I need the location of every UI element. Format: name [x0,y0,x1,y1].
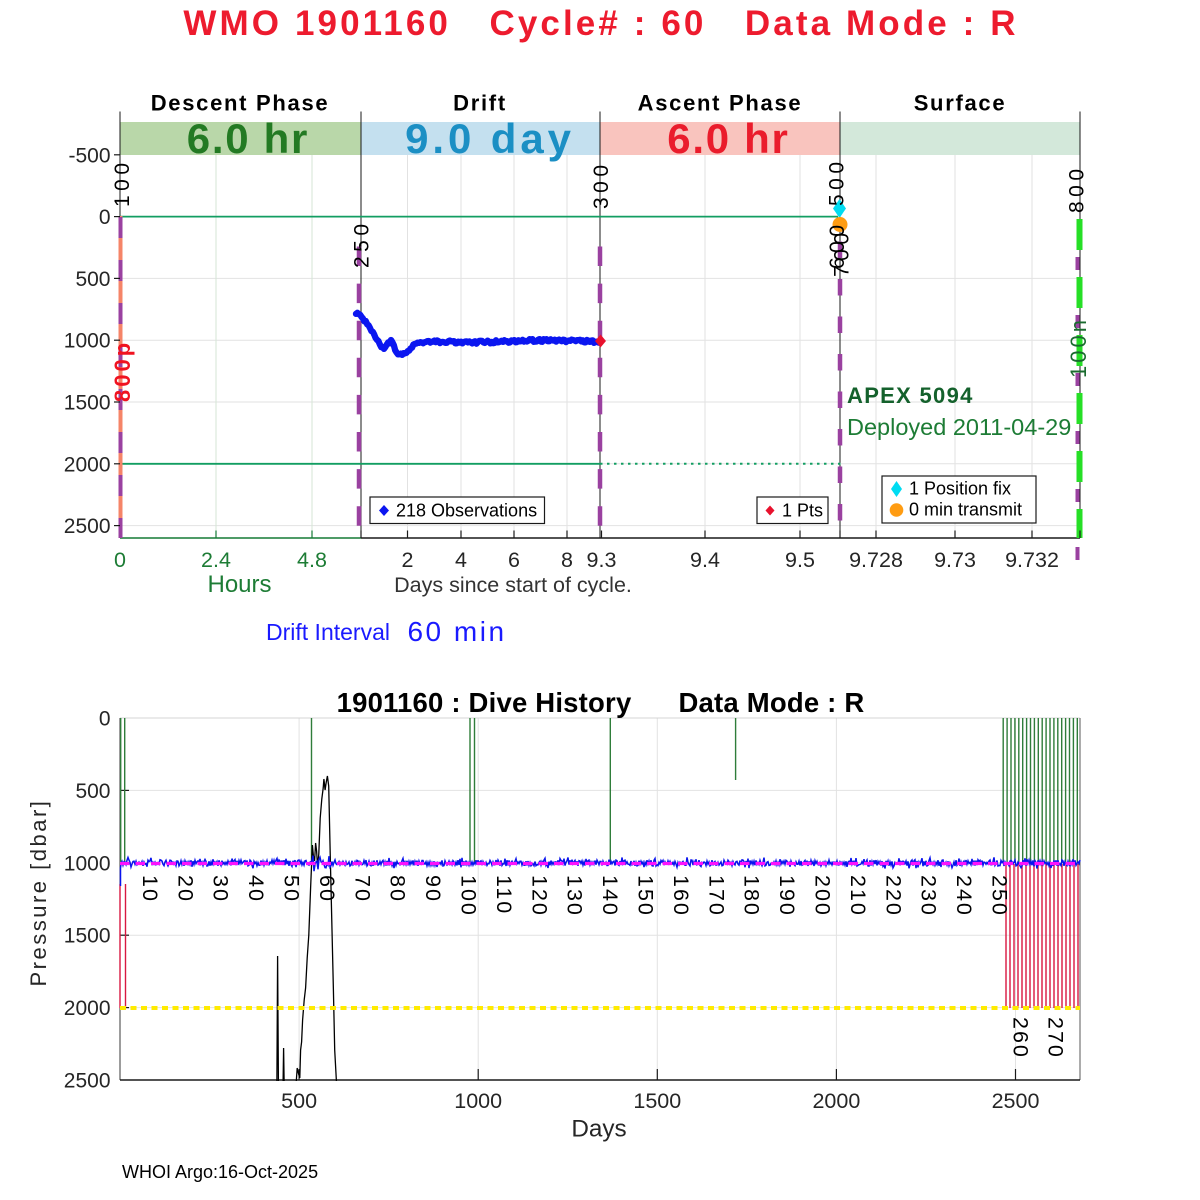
svg-text:1500: 1500 [64,392,111,415]
svg-text:600: 600 [826,220,849,269]
svg-text:2000: 2000 [64,997,111,1020]
svg-text:50: 50 [280,875,304,903]
svg-text:20: 20 [173,875,197,903]
svg-text:0 min transmit: 0 min transmit [909,500,1022,520]
svg-text:170: 170 [704,875,728,917]
svg-text:60: 60 [315,875,339,903]
svg-text:100: 100 [457,875,481,917]
svg-text:800: 800 [1066,164,1089,213]
svg-text:140: 140 [598,875,622,917]
svg-text:2500: 2500 [64,1070,111,1093]
svg-text:APEX 5094: APEX 5094 [847,383,974,408]
svg-text:Hours: Hours [207,571,271,598]
svg-text:210: 210 [846,875,870,917]
svg-text:2000: 2000 [64,453,111,476]
svg-text:700: 700 [831,228,854,277]
svg-text:1901160 : Dive History Da: 1901160 : Dive History Data Mode : R [337,687,865,718]
svg-text:70: 70 [350,875,374,903]
svg-text:Drift Interval: Drift Interval [266,619,390,645]
svg-text:Ascent Phase: Ascent Phase [638,91,803,116]
svg-text:9.0 day: 9.0 day [405,115,575,162]
svg-text:230: 230 [917,875,941,917]
svg-text:500: 500 [75,780,110,803]
svg-text:190: 190 [775,875,799,917]
svg-text:1 Position fix: 1 Position fix [909,479,1011,499]
svg-text:30: 30 [209,875,233,903]
svg-text:0: 0 [99,206,111,229]
svg-text:2500: 2500 [64,515,111,538]
svg-text:-500: -500 [68,144,110,167]
svg-text:800p: 800p [110,340,135,402]
svg-text:9.4: 9.4 [690,548,720,572]
svg-text:100: 100 [111,158,134,207]
svg-text:120: 120 [527,875,551,917]
svg-text:Deployed 2011-04-29: Deployed 2011-04-29 [847,414,1071,440]
svg-text:Pressure [dbar]: Pressure [dbar] [26,799,51,987]
svg-text:9.728: 9.728 [849,548,903,572]
svg-text:9.5: 9.5 [785,548,815,572]
svg-text:10: 10 [138,875,162,903]
svg-text:2500: 2500 [992,1089,1040,1113]
svg-text:250: 250 [351,219,374,268]
svg-text:150: 150 [634,875,658,917]
svg-text:0: 0 [114,548,126,572]
svg-text:0: 0 [99,708,111,731]
svg-text:250: 250 [988,875,1012,917]
svg-text:270: 270 [1043,1017,1067,1059]
svg-text:2000: 2000 [812,1089,860,1113]
svg-text:220: 220 [881,875,905,917]
svg-text:Drift: Drift [453,91,507,116]
svg-text:1500: 1500 [64,925,111,948]
svg-text:1000: 1000 [64,852,111,875]
svg-text:1000: 1000 [454,1089,502,1113]
svg-text:500: 500 [281,1089,317,1113]
svg-text:130: 130 [563,875,587,917]
svg-text:9.3: 9.3 [587,548,617,572]
svg-text:200: 200 [811,875,835,917]
svg-text:Descent Phase: Descent Phase [151,91,330,116]
svg-text:9.732: 9.732 [1005,548,1059,572]
svg-text:9.73: 9.73 [934,548,976,572]
svg-text:218 Observations: 218 Observations [396,501,537,521]
svg-text:2.4: 2.4 [201,548,231,572]
svg-text:100n: 100n [1066,317,1091,378]
svg-text:60 min: 60 min [407,616,506,647]
svg-text:Surface: Surface [914,91,1007,116]
svg-text:80: 80 [386,875,410,903]
svg-text:40: 40 [244,875,268,903]
svg-text:6.0 hr: 6.0 hr [187,115,309,162]
svg-text:1500: 1500 [633,1089,681,1113]
svg-text:WHOI Argo:16-Oct-2025: WHOI Argo:16-Oct-2025 [122,1162,318,1182]
svg-text:8: 8 [561,548,573,572]
svg-text:110: 110 [492,875,516,915]
svg-text:4.8: 4.8 [297,548,327,572]
svg-text:4: 4 [455,548,467,572]
svg-text:6: 6 [508,548,520,572]
svg-text:Days since start of cycle.: Days since start of cycle. [394,573,632,597]
svg-text:260: 260 [1008,1017,1032,1059]
svg-text:160: 160 [669,875,693,917]
svg-text:300: 300 [590,160,613,209]
svg-text:2: 2 [402,548,414,572]
svg-text:6.0 hr: 6.0 hr [667,115,789,162]
svg-text:500: 500 [826,157,849,206]
svg-text:Days: Days [571,1116,626,1143]
svg-text:1000: 1000 [64,330,111,353]
svg-text:500: 500 [75,268,110,291]
svg-text:240: 240 [952,875,976,917]
svg-text:1 Pts: 1 Pts [782,501,823,521]
svg-text:180: 180 [740,875,764,917]
svg-text:WMO 1901160 Cycle# : 60 Da: WMO 1901160 Cycle# : 60 Data Mode : R [183,4,1018,43]
svg-text:90: 90 [421,875,445,903]
